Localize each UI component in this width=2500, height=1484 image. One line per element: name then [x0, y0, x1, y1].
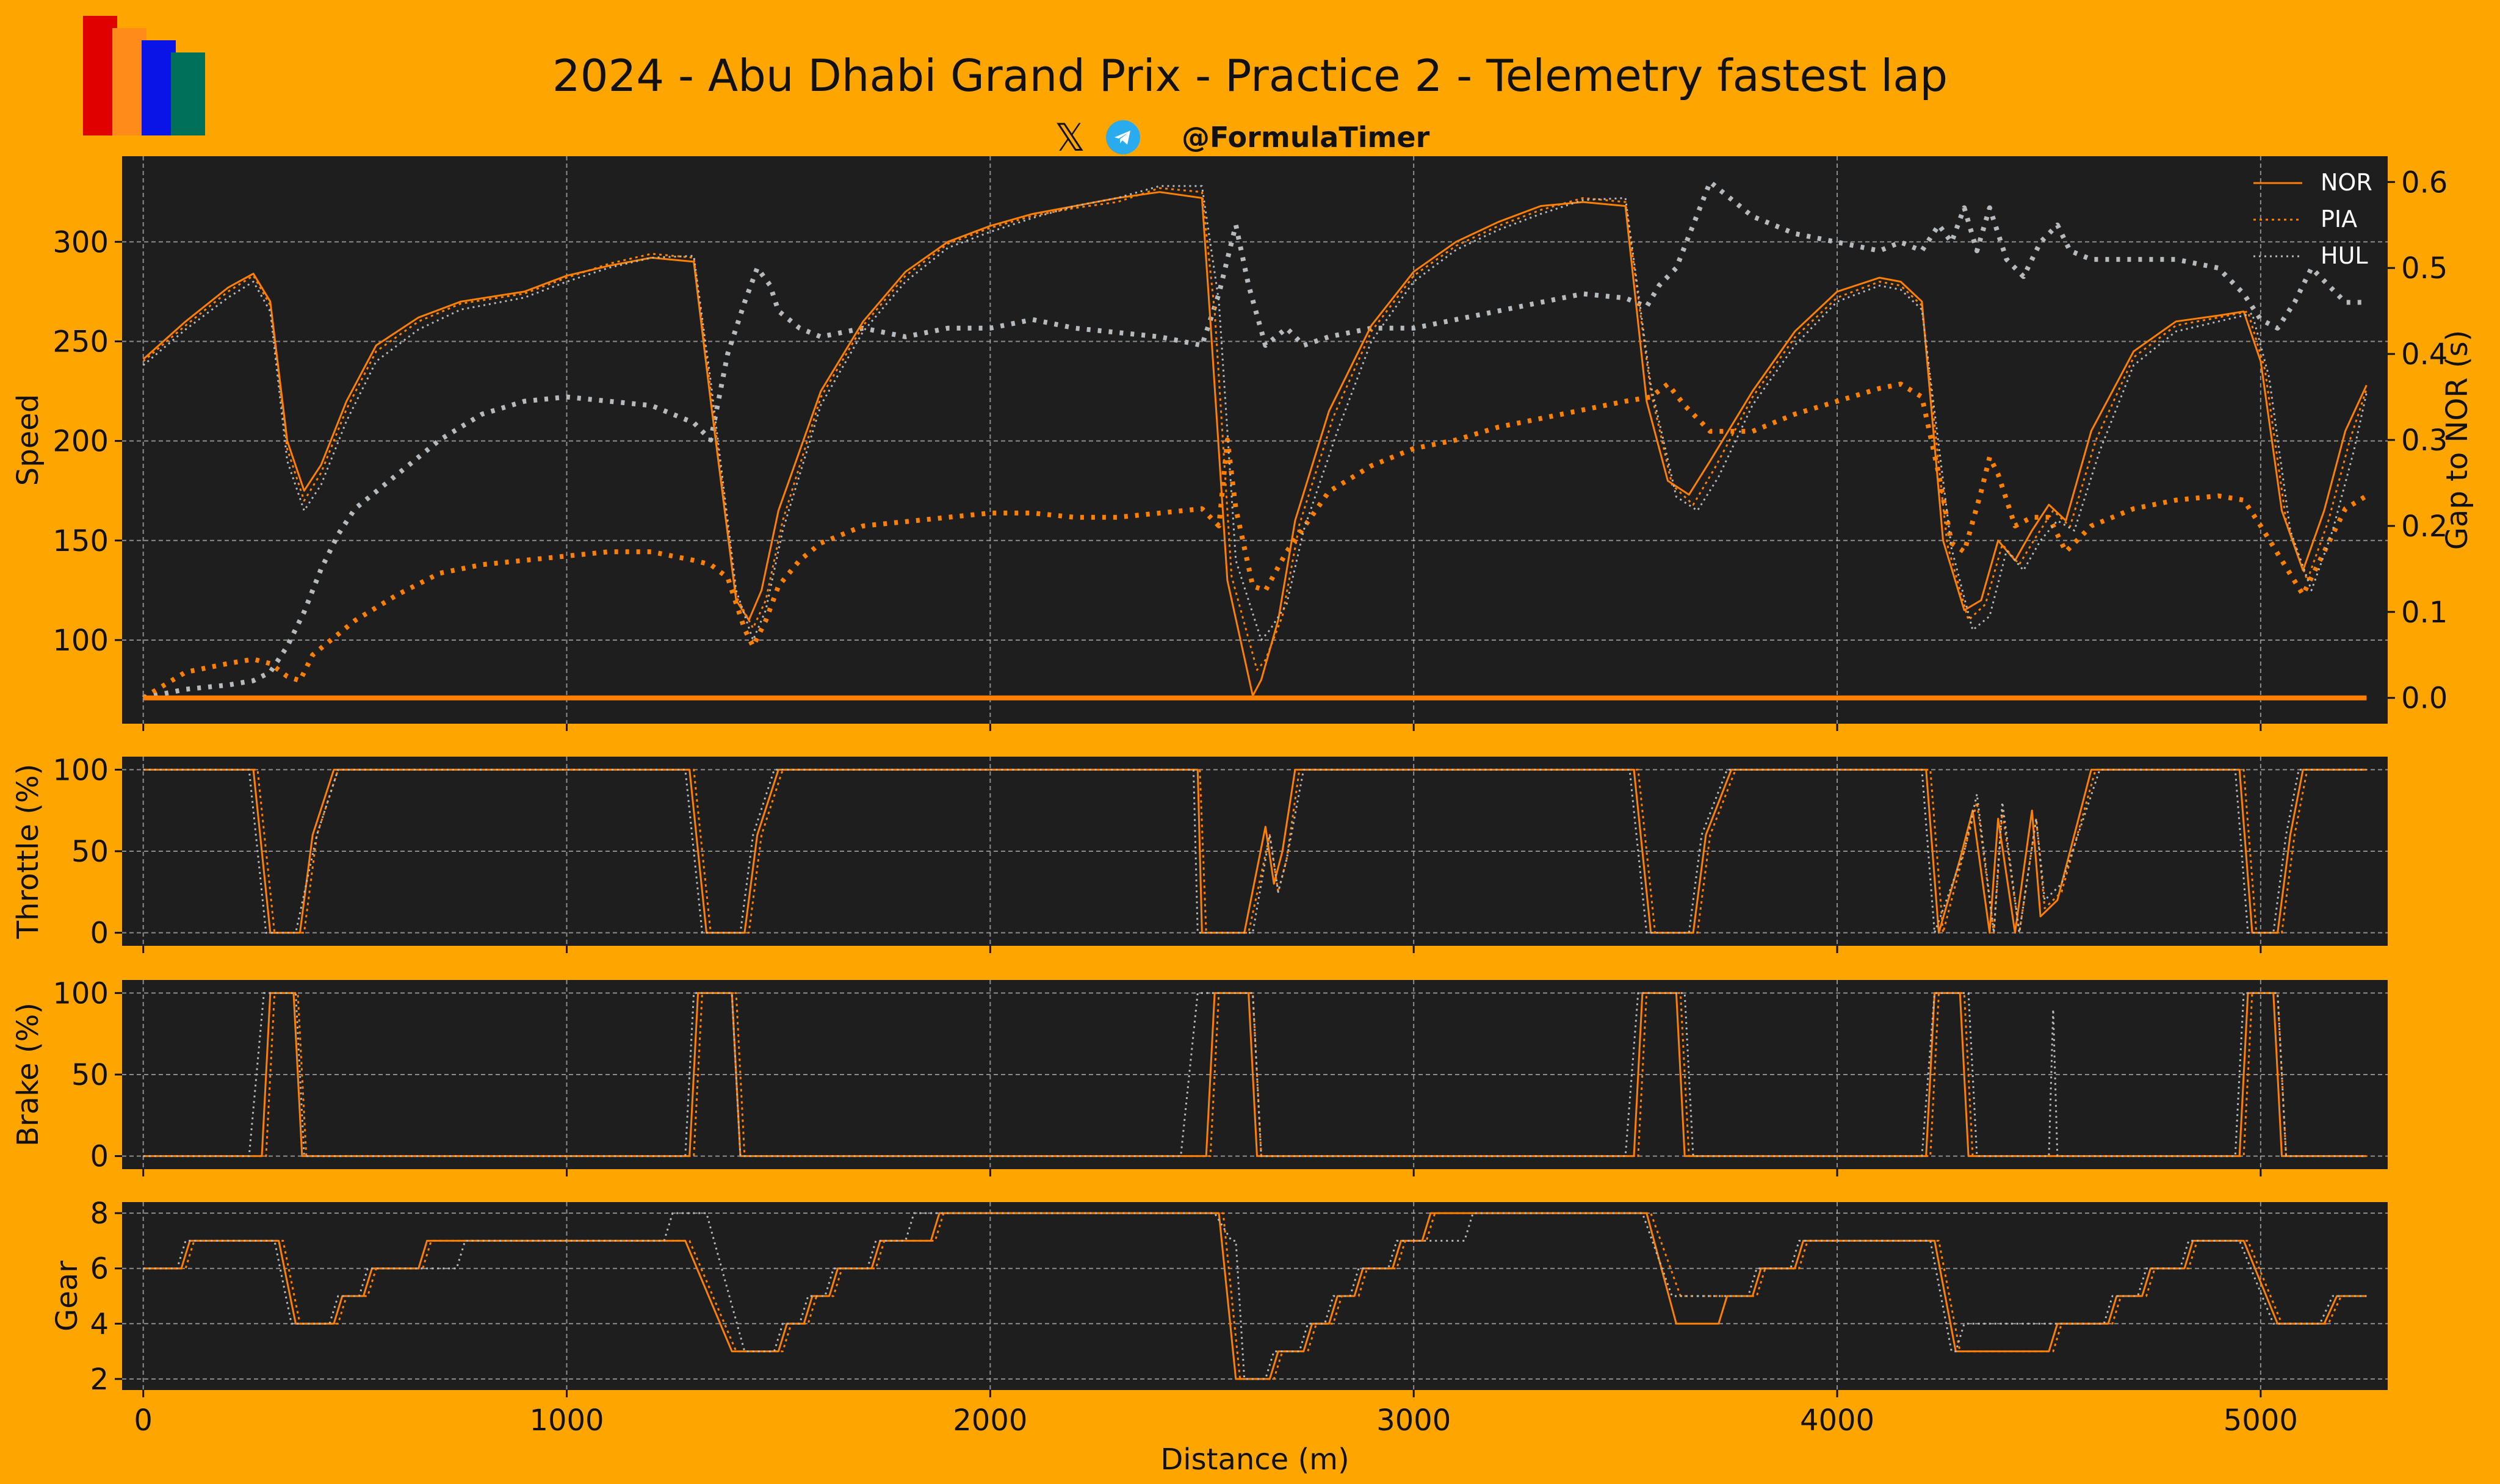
gear-series-hul: [143, 1212, 2367, 1380]
throttle-series-hul: [143, 768, 2367, 934]
x-tick-label: 1000: [529, 1403, 604, 1438]
throttle-series-nor: [143, 768, 2367, 934]
throttle-y-tick-label: 0: [90, 917, 109, 951]
speed-y-tick-label: 150: [52, 524, 109, 558]
x-tick-label: 4000: [1800, 1403, 1874, 1438]
gap-y-tick-label: 0.3: [2401, 423, 2448, 458]
brake-series-pia: [143, 992, 2367, 1158]
brake-y-tick-label: 50: [71, 1058, 109, 1092]
gear-series-pia: [143, 1212, 2367, 1380]
brake-y-axis-label: Brake (%): [11, 1003, 45, 1147]
gear-panel: [122, 1202, 2388, 1390]
gap-y-tick-label: 0.6: [2401, 165, 2448, 200]
throttle-y-tick-label: 50: [71, 835, 109, 869]
legend-label-nor: NOR: [2321, 169, 2372, 196]
gear-y-tick-label: 8: [90, 1197, 109, 1231]
social-row: 𝕏 @FormulaTimer: [1050, 115, 1430, 160]
speed-y-tick-label: 300: [52, 225, 109, 259]
gear-y-tick-label: 2: [90, 1363, 109, 1397]
logo-bar-orange: [112, 28, 146, 135]
speed-series-hul: [142, 185, 2368, 641]
x-tick-label: 0: [134, 1403, 153, 1438]
x-axis-label: Distance (m): [1160, 1443, 1349, 1477]
logo-bar-red: [83, 16, 117, 135]
speed-series-nor: [142, 191, 2368, 697]
gear-y-axis-label: Gear: [50, 1261, 84, 1331]
chart-title: 2024 - Abu Dhabi Grand Prix - Practice 2…: [552, 50, 1948, 101]
brake-y-tick-label: 0: [90, 1140, 109, 1174]
logo-bar-blue: [142, 40, 176, 135]
x-tick-label: 2000: [953, 1403, 1027, 1438]
throttle-y-axis-label: Throttle (%): [11, 764, 45, 940]
legend-label-hul: HUL: [2321, 242, 2368, 269]
speed-y-axis-label: Speed: [11, 394, 45, 486]
gap-axis-label: Gap to NOR (s): [2440, 330, 2474, 550]
social-handle: @FormulaTimer: [1182, 121, 1430, 154]
brake-series-hul: [143, 992, 2367, 1158]
legend-label-pia: PIA: [2321, 206, 2357, 232]
x-tick-label: 3000: [1376, 1403, 1451, 1438]
throttle-y-tick-label: 100: [52, 753, 109, 787]
logo: [83, 16, 205, 135]
speed-panel: [122, 156, 2388, 724]
gap-y-tick-label: 0.4: [2401, 337, 2448, 372]
gear-y-tick-label: 4: [90, 1307, 109, 1341]
gap-y-tick-label: 0.1: [2401, 596, 2448, 630]
gap-y-tick-label: 0.2: [2401, 510, 2448, 544]
telegram-icon: [1106, 120, 1140, 154]
speed-y-tick-label: 100: [52, 624, 109, 658]
x-tick-label: 5000: [2224, 1403, 2298, 1438]
logo-bar-green: [171, 52, 205, 135]
speed-y-tick-label: 250: [52, 325, 109, 359]
speed-y-tick-label: 200: [52, 425, 109, 459]
gear-series-nor: [143, 1212, 2367, 1380]
brake-y-tick-label: 100: [52, 976, 109, 1010]
gap-y-tick-label: 0.5: [2401, 251, 2448, 286]
gap-y-tick-label: 0.0: [2401, 682, 2448, 716]
gear-y-tick-label: 6: [90, 1252, 109, 1286]
x-logo-icon: 𝕏: [1055, 115, 1085, 160]
speed-series-pia: [142, 187, 2368, 671]
